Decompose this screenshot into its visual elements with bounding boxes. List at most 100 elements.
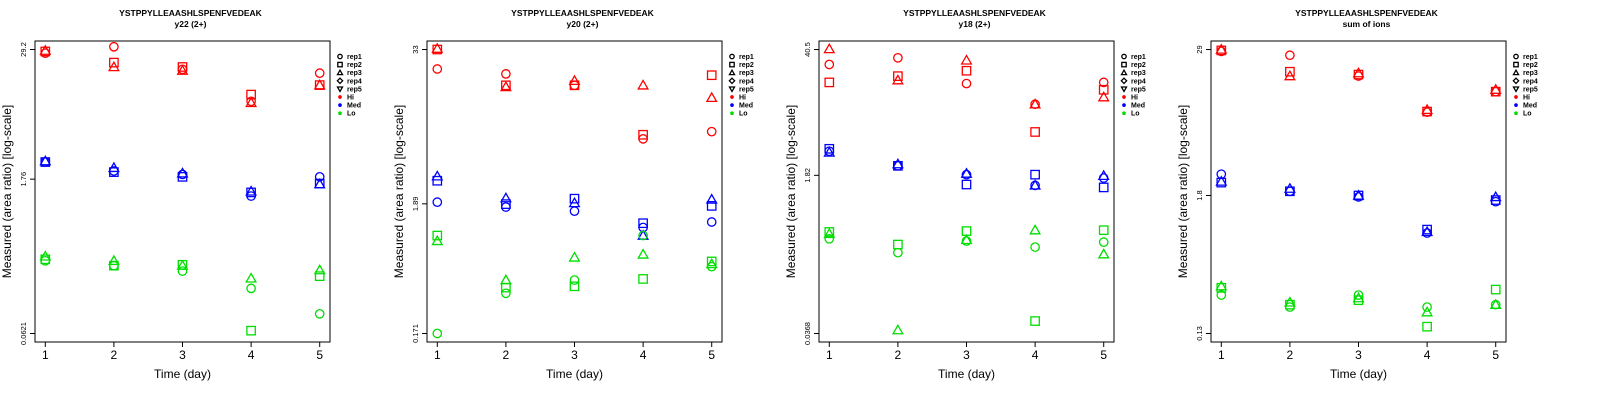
legend-label: Lo	[347, 111, 356, 118]
data-point	[893, 71, 903, 81]
legend-marker	[336, 77, 344, 85]
y-tick-label: 1.8	[1195, 190, 1204, 200]
data-point	[1352, 189, 1365, 200]
data-point	[177, 266, 188, 276]
data-point	[39, 154, 52, 166]
data-point	[314, 271, 325, 282]
legend-marker	[338, 103, 342, 107]
x-tick-label: 2	[895, 348, 902, 362]
data-point	[499, 192, 512, 203]
data-point	[824, 143, 835, 154]
data-point	[569, 80, 580, 91]
data-point	[246, 187, 256, 198]
data-point	[891, 74, 904, 85]
legend-marker	[338, 111, 342, 116]
legend-label: rep2	[739, 62, 754, 69]
y-tick-label: 29.2	[19, 42, 28, 57]
data-point	[893, 160, 903, 171]
data-point	[1097, 248, 1110, 259]
data-point	[569, 281, 580, 292]
legend-label: rep2	[1131, 62, 1146, 69]
data-point	[245, 272, 258, 283]
x-tick-label: 4	[1424, 348, 1431, 362]
chart-title: YSTPPYLLEAASHLSPENFVEDEAK	[119, 8, 262, 18]
data-point	[823, 42, 836, 54]
legend-marker	[1513, 53, 1519, 60]
y-tick-label: 40.5	[803, 42, 812, 57]
x-axis-label: Time (day)	[938, 367, 995, 381]
data-point	[314, 171, 325, 182]
x-tick-label: 3	[571, 348, 578, 362]
data-point	[431, 42, 444, 53]
x-axis-label: Time (day)	[1330, 367, 1387, 381]
data-point	[1098, 237, 1109, 248]
legend-label: Hi	[347, 95, 354, 102]
data-point	[1097, 91, 1110, 102]
chart-title: YSTPPYLLEAASHLSPENFVEDEAK	[1295, 8, 1438, 18]
data-point	[1285, 66, 1295, 77]
data-point	[706, 256, 717, 267]
data-point	[1098, 225, 1109, 236]
data-point	[637, 79, 650, 90]
data-point	[824, 77, 835, 88]
data-point	[1215, 280, 1228, 291]
data-point	[501, 202, 511, 212]
data-point	[40, 46, 51, 57]
x-tick-label: 4	[248, 348, 255, 362]
y-tick-label: 0.171	[411, 324, 420, 343]
y-tick-label: 0.0368	[803, 322, 812, 345]
data-point	[246, 283, 256, 294]
data-point	[706, 217, 717, 227]
legend-marker	[1121, 61, 1127, 68]
y-tick-label: 1.76	[19, 172, 28, 187]
data-point	[501, 69, 511, 79]
data-point	[432, 175, 443, 186]
x-tick-label: 3	[1355, 348, 1362, 362]
data-point	[1421, 306, 1434, 317]
data-point	[1490, 284, 1501, 295]
plot-area-border	[34, 40, 331, 343]
data-point	[109, 260, 119, 271]
legend-label: Lo	[739, 111, 748, 118]
data-point	[706, 70, 717, 81]
legend-marker	[1120, 86, 1128, 93]
data-point	[960, 233, 973, 245]
legend-label: rep5	[347, 86, 362, 93]
legend-label: rep1	[347, 54, 362, 61]
legend-label: Med	[347, 103, 361, 110]
y-tick-label: 1.89	[411, 197, 420, 212]
legend-label: rep4	[739, 78, 754, 85]
data-point	[1029, 98, 1042, 109]
data-point	[109, 260, 119, 271]
legend-marker	[728, 86, 736, 93]
data-point	[961, 65, 972, 76]
data-point	[39, 250, 52, 261]
data-point	[893, 247, 903, 258]
data-point	[1352, 66, 1365, 78]
data-point	[1098, 77, 1109, 88]
data-point	[499, 273, 512, 285]
data-point	[638, 230, 648, 241]
legend-marker	[1121, 53, 1127, 60]
data-point	[1489, 83, 1502, 94]
data-point	[1283, 296, 1296, 307]
data-point	[961, 179, 972, 190]
legend-marker	[728, 68, 736, 76]
y-axis-label: Measured (area ratio) [log-scale]	[784, 105, 798, 278]
x-axis-label: Time (day)	[546, 367, 603, 381]
legend-marker	[1122, 95, 1126, 99]
legend-marker	[729, 53, 735, 60]
x-tick-label: 1	[1218, 348, 1225, 362]
data-point	[39, 44, 52, 55]
legend-label: rep4	[1131, 78, 1146, 85]
data-point	[431, 170, 444, 181]
data-point	[176, 259, 189, 270]
chart-subtitle: y22 (2+)	[175, 19, 207, 29]
x-tick-label: 2	[1287, 348, 1294, 362]
x-tick-label: 2	[111, 348, 118, 362]
data-point	[1215, 175, 1228, 186]
x-tick-label: 5	[708, 348, 715, 362]
x-tick-label: 5	[1492, 348, 1499, 362]
legend-label: rep3	[739, 70, 754, 77]
